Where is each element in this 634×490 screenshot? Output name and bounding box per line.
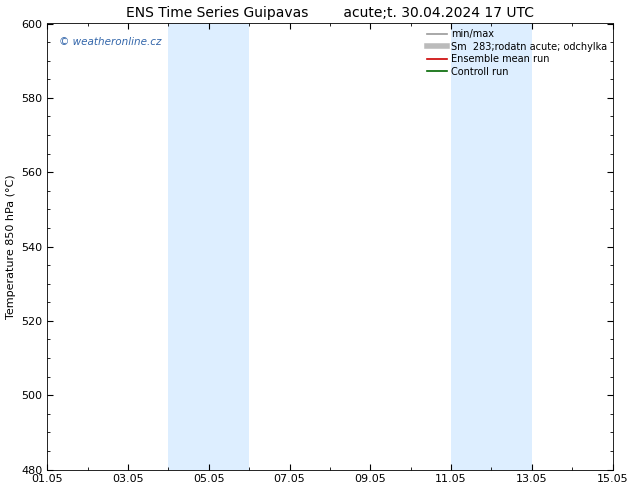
Title: ENS Time Series Guipavas        acute;t. 30.04.2024 17 UTC: ENS Time Series Guipavas acute;t. 30.04.… xyxy=(126,5,534,20)
Y-axis label: Temperature 850 hPa (°C): Temperature 850 hPa (°C) xyxy=(6,174,16,319)
Text: © weatheronline.cz: © weatheronline.cz xyxy=(58,37,161,47)
Bar xyxy=(169,24,249,469)
Legend: min/max, Sm  283;rodatn acute; odchylka, Ensemble mean run, Controll run: min/max, Sm 283;rodatn acute; odchylka, … xyxy=(424,25,611,80)
Bar xyxy=(451,24,532,469)
